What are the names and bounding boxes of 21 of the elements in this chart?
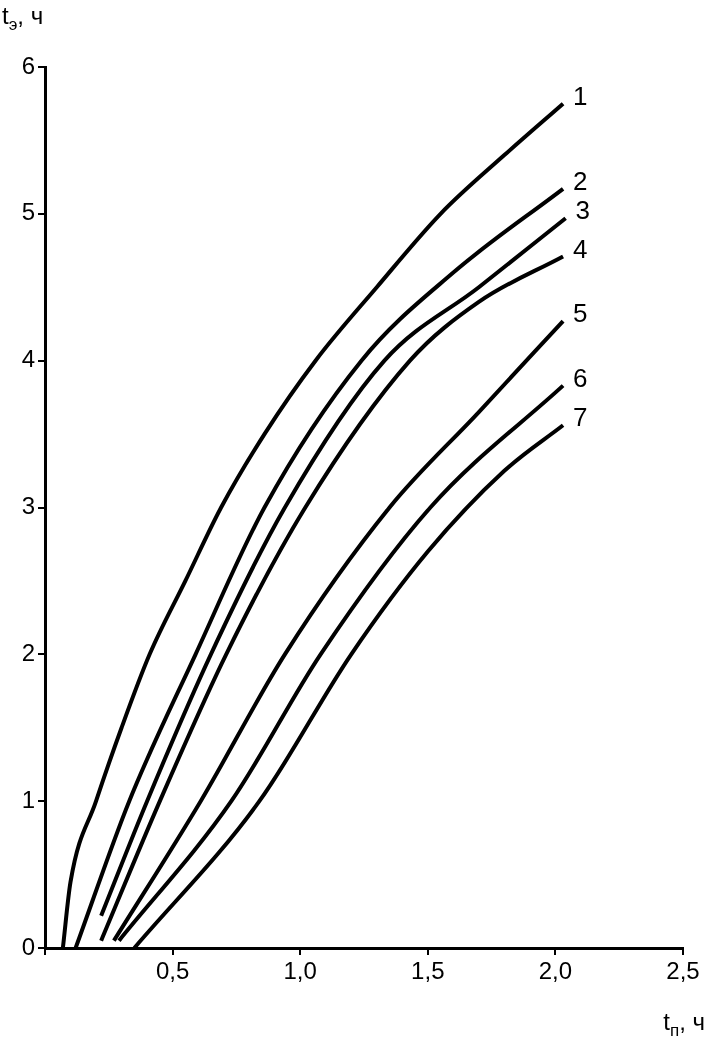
series-label: 2 [573,166,588,197]
y-tick-label: 2 [21,638,35,666]
x-tick-label: 2,0 [538,957,573,985]
y-tick-label: 4 [21,345,35,373]
x-tick-label: 1,5 [411,957,445,985]
series-label: 4 [573,233,588,264]
series-label: 5 [573,298,588,329]
series-label: 6 [573,362,588,393]
y-tick-label: 5 [21,198,35,226]
y-tick-label: 6 [21,51,35,79]
series-label: 3 [575,195,591,226]
y-tick-label: 1 [21,785,35,813]
series-label: 7 [573,402,588,433]
y-tick-label: 0 [21,932,35,960]
y-axis-title: t$_{э}$, ч [2,2,44,35]
x-tick-label: 0,5 [155,957,190,985]
series-label: 1 [573,80,588,111]
x-tick-label: 2,5 [666,957,700,985]
y-tick-label: 3 [21,492,35,520]
x-axis-title: t$_{п}$, ч [663,1008,705,1041]
x-tick-label: 1,0 [283,957,317,985]
